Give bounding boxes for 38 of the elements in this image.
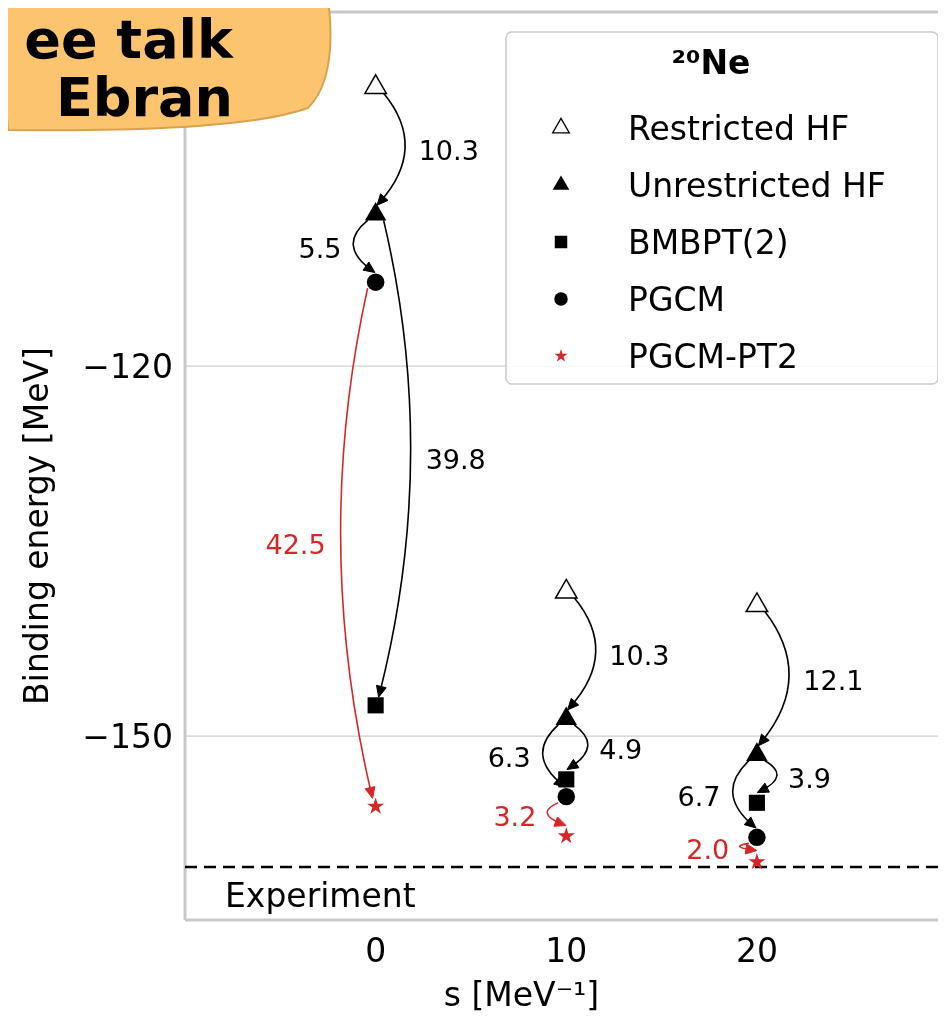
annotation: 10.3 (418, 135, 479, 167)
point (558, 771, 575, 788)
y-axis-title: Binding energy [MeV] (17, 347, 56, 705)
legend-title: ²⁰Ne (671, 43, 751, 82)
annotation: 39.8 (425, 444, 486, 476)
ref-line-label: Experiment (225, 875, 416, 915)
annotation: 2.0 (686, 834, 730, 866)
x-axis-title: s [MeV⁻¹] (443, 975, 600, 1014)
point (557, 827, 575, 844)
legend-label: PGCM (628, 279, 725, 319)
legend-label: PGCM-PT2 (628, 336, 798, 376)
point (364, 201, 387, 221)
point (748, 794, 765, 811)
point (745, 592, 769, 613)
annotation: 10.3 (609, 639, 670, 671)
annotation: 4.9 (599, 733, 643, 765)
legend-label: Unrestricted HF (628, 165, 886, 205)
x-tick-label: 20 (735, 931, 778, 970)
annotation: 42.5 (265, 528, 326, 560)
annotation: 5.5 (298, 232, 342, 264)
y-tick-label: −120 (82, 346, 173, 386)
point (367, 797, 385, 814)
y-tick-label: −150 (82, 716, 173, 756)
annotation: 6.7 (677, 780, 721, 812)
point (367, 697, 384, 714)
x-tick-label: 0 (365, 931, 387, 970)
legend-label: BMBPT(2) (628, 222, 789, 262)
x-tick-label: 10 (545, 931, 588, 970)
point (364, 74, 388, 95)
annotation: 6.3 (487, 742, 531, 774)
point (748, 853, 766, 870)
annotation: 3.9 (788, 763, 832, 795)
point (748, 828, 766, 847)
point (557, 787, 576, 806)
legend-label: Restricted HF (628, 108, 850, 148)
annotation: 12.1 (803, 664, 864, 696)
annotation: ee talk Ebran (24, 8, 235, 129)
annotation: 3.2 (493, 800, 537, 832)
